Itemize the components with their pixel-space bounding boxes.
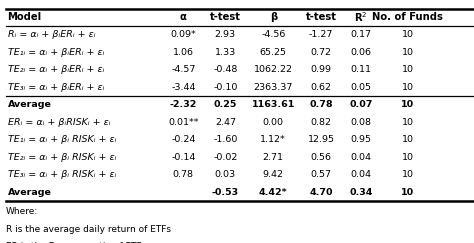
Text: -0.02: -0.02	[213, 153, 237, 162]
Text: R$^2$: R$^2$	[354, 10, 368, 24]
Text: 0.09*: 0.09*	[171, 30, 196, 39]
Text: -0.10: -0.10	[213, 83, 237, 92]
Text: Model: Model	[8, 12, 42, 22]
Text: 0.03: 0.03	[215, 170, 236, 179]
Text: 0.78: 0.78	[310, 100, 333, 109]
Text: 1.33: 1.33	[215, 48, 236, 57]
Text: 10: 10	[401, 118, 414, 127]
Text: 12.95: 12.95	[308, 135, 335, 144]
Text: 2.93: 2.93	[215, 30, 236, 39]
Text: 0.04: 0.04	[350, 153, 372, 162]
Text: 0.99: 0.99	[310, 65, 332, 74]
Text: 0.82: 0.82	[310, 118, 332, 127]
Text: Average: Average	[8, 188, 52, 197]
Text: 10: 10	[401, 65, 414, 74]
Text: 4.70: 4.70	[310, 188, 333, 197]
Text: 0.08: 0.08	[350, 118, 372, 127]
Text: 2363.37: 2363.37	[254, 83, 293, 92]
Text: 1163.61: 1163.61	[252, 100, 295, 109]
Text: TE₃ᵢ = αᵢ + βᵢERᵢ + εᵢ: TE₃ᵢ = αᵢ + βᵢERᵢ + εᵢ	[8, 83, 104, 92]
Text: 10: 10	[401, 100, 414, 109]
Text: 10: 10	[401, 170, 414, 179]
Text: 1062.22: 1062.22	[254, 65, 293, 74]
Text: Where:: Where:	[6, 207, 38, 216]
Text: ERᵢ = αᵢ + βᵢRISKᵢ + εᵢ: ERᵢ = αᵢ + βᵢRISKᵢ + εᵢ	[8, 118, 110, 127]
Text: TE₃ᵢ = αᵢ + βᵢ RISKᵢ + εᵢ: TE₃ᵢ = αᵢ + βᵢ RISKᵢ + εᵢ	[8, 170, 116, 179]
Text: TE₂ᵢ = αᵢ + βᵢERᵢ + εᵢ: TE₂ᵢ = αᵢ + βᵢERᵢ + εᵢ	[8, 65, 104, 74]
Text: Average: Average	[8, 100, 52, 109]
Text: 0.17: 0.17	[350, 30, 372, 39]
Text: -0.48: -0.48	[213, 65, 237, 74]
Text: 2.47: 2.47	[215, 118, 236, 127]
Text: 1.06: 1.06	[173, 48, 194, 57]
Text: t-test: t-test	[306, 12, 337, 22]
Text: 10: 10	[401, 30, 414, 39]
Text: α: α	[180, 12, 187, 22]
Text: -0.24: -0.24	[171, 135, 195, 144]
Text: 2.71: 2.71	[263, 153, 284, 162]
Text: 0.06: 0.06	[350, 48, 372, 57]
Text: -3.44: -3.44	[171, 83, 196, 92]
Text: 0.56: 0.56	[310, 153, 332, 162]
Text: No. of Funds: No. of Funds	[372, 12, 443, 22]
Text: 0.95: 0.95	[350, 135, 372, 144]
Text: 0.25: 0.25	[214, 100, 237, 109]
Text: TE₁ᵢ = αᵢ + βᵢ RISKᵢ + εᵢ: TE₁ᵢ = αᵢ + βᵢ RISKᵢ + εᵢ	[8, 135, 116, 144]
Text: TE₂ᵢ = αᵢ + βᵢ RISKᵢ + εᵢ: TE₂ᵢ = αᵢ + βᵢ RISKᵢ + εᵢ	[8, 153, 116, 162]
Text: -1.27: -1.27	[309, 30, 333, 39]
Text: 0.00: 0.00	[263, 118, 284, 127]
Text: -4.56: -4.56	[261, 30, 285, 39]
Text: β: β	[270, 12, 277, 22]
Text: -0.53: -0.53	[212, 188, 239, 197]
Text: 1.12*: 1.12*	[260, 135, 286, 144]
Text: -2.32: -2.32	[170, 100, 197, 109]
Text: 0.62: 0.62	[310, 83, 332, 92]
Text: 0.07: 0.07	[349, 100, 373, 109]
Text: Rᵢ = αᵢ + βᵢERᵢ + εᵢ: Rᵢ = αᵢ + βᵢERᵢ + εᵢ	[8, 30, 95, 39]
Text: TE₁ᵢ = αᵢ + βᵢERᵢ + εᵢ: TE₁ᵢ = αᵢ + βᵢERᵢ + εᵢ	[8, 48, 104, 57]
Text: 0.57: 0.57	[310, 170, 332, 179]
Text: 0.01**: 0.01**	[168, 118, 199, 127]
Text: 10: 10	[401, 135, 414, 144]
Text: 4.42*: 4.42*	[259, 188, 288, 197]
Text: R is the average daily return of ETFs: R is the average daily return of ETFs	[6, 225, 171, 234]
Text: 10: 10	[401, 188, 414, 197]
Text: 9.42: 9.42	[263, 170, 284, 179]
Text: 0.72: 0.72	[310, 48, 332, 57]
Text: t-test: t-test	[210, 12, 241, 22]
Text: 0.78: 0.78	[173, 170, 194, 179]
Text: 0.34: 0.34	[349, 188, 373, 197]
Text: 0.05: 0.05	[350, 83, 372, 92]
Text: -1.60: -1.60	[213, 135, 237, 144]
Text: -0.14: -0.14	[171, 153, 195, 162]
Text: 10: 10	[401, 83, 414, 92]
Text: 10: 10	[401, 48, 414, 57]
Text: 65.25: 65.25	[260, 48, 287, 57]
Text: 0.04: 0.04	[350, 170, 372, 179]
Text: 10: 10	[401, 153, 414, 162]
Text: 0.11: 0.11	[350, 65, 372, 74]
Text: ER is the Expense ratio of ETFs: ER is the Expense ratio of ETFs	[6, 242, 146, 243]
Text: -4.57: -4.57	[171, 65, 195, 74]
